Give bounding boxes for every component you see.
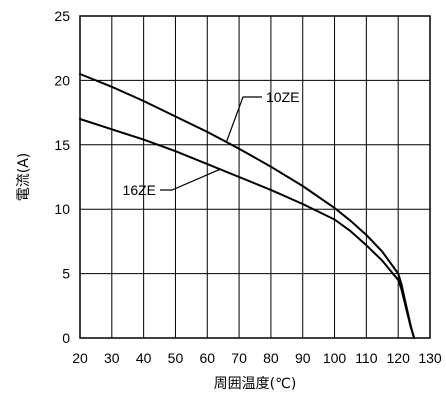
x-tick-label: 30 [104,350,120,366]
series-annotations: 10ZE 16ZE [123,89,300,198]
x-tick-label: 80 [263,350,279,366]
tick-labels: 20 30 40 50 60 70 80 90 100 110 120 130 0 5 10 15 20 25 [54,8,441,366]
x-tick-label: 110 [355,350,378,366]
y-tick-label: 0 [62,330,70,346]
y-tick-label: 10 [54,201,70,217]
y-tick-label: 15 [54,137,70,153]
x-tick-label: 100 [323,350,347,366]
y-tick-label: 20 [54,72,70,88]
x-tick-label: 120 [387,350,411,366]
plot-frame [80,16,430,338]
x-tick-label: 90 [295,350,311,366]
series-label-leader-0 [226,97,262,142]
series-label-1: 16ZE [123,182,156,198]
series-line-1 [80,119,414,338]
x-tick-label: 20 [72,350,88,366]
series-layer [80,74,414,338]
y-tick-label: 5 [62,266,70,282]
x-tick-label: 60 [199,350,215,366]
series-label-leader-1 [160,169,220,190]
x-tick-label: 50 [168,350,184,366]
x-axis-title: 周囲温度(℃) [214,376,297,392]
x-tick-label: 70 [231,350,247,366]
series-line-0 [80,74,414,338]
y-tick-label: 25 [54,8,70,24]
y-axis-title: 電流(A) [16,153,32,202]
x-tick-label: 130 [418,350,442,366]
grid-layer [80,16,430,338]
series-label-0: 10ZE [266,89,299,105]
x-tick-label: 40 [136,350,152,366]
